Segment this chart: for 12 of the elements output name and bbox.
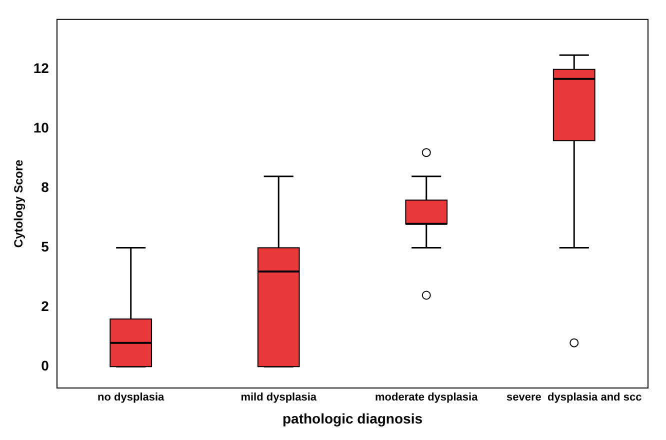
x-tick-label: severe dysplasia and scc — [506, 392, 642, 404]
y-tick-label: 8 — [41, 179, 50, 196]
y-axis-title: Cytology Score — [12, 159, 26, 248]
x-axis-title: pathologic diagnosis — [282, 410, 423, 426]
x-tick-label: no dysplasia — [98, 392, 166, 404]
x-tick-label: moderate dysplasia — [375, 392, 479, 404]
y-tick-label: 0 — [41, 357, 50, 374]
x-tick-label: mild dysplasia — [240, 392, 318, 404]
y-tick-label: 10 — [33, 120, 50, 136]
y-tick-label: 12 — [33, 60, 50, 76]
y-tick-label: 2 — [41, 298, 50, 314]
y-tick-label: 5 — [41, 238, 50, 255]
